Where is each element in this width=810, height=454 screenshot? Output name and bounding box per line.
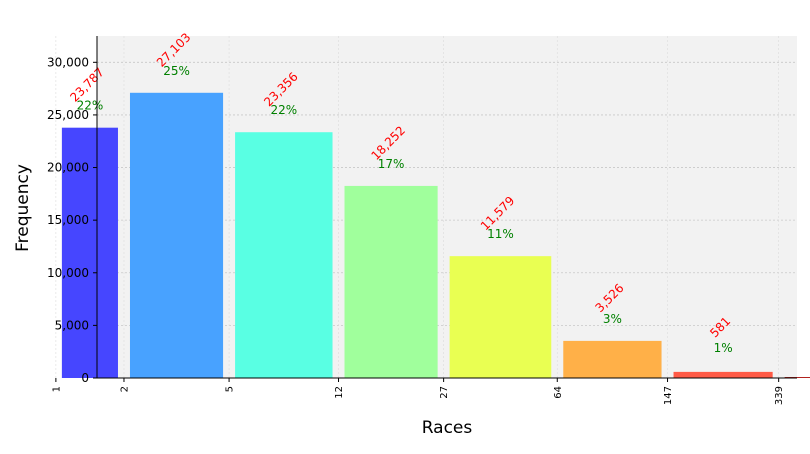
bar [673, 371, 773, 378]
x-tick-label: 5 [225, 386, 236, 392]
x-tick-label: 147 [663, 386, 674, 405]
bar [129, 92, 224, 379]
bar [235, 132, 333, 378]
bar [61, 127, 118, 379]
y-tick-label: 30,000 [47, 55, 89, 69]
x-tick-label: 12 [334, 386, 345, 399]
percent-label: 25% [163, 64, 190, 78]
bar [563, 340, 662, 378]
y-tick-label: 0 [81, 371, 89, 385]
x-tick-label: 2 [119, 386, 130, 392]
bar [784, 377, 810, 378]
bar [449, 256, 552, 378]
percent-label: 17% [378, 157, 405, 171]
percent-label: 1% [714, 341, 733, 355]
y-tick-label: 20,000 [47, 161, 89, 175]
percent-label: 22% [270, 103, 297, 117]
y-axis-title: Frequency [13, 164, 33, 252]
y-tick-label: 15,000 [47, 213, 89, 227]
x-tick-label: 1 [51, 386, 62, 392]
y-tick-label: 5,000 [55, 318, 89, 332]
percent-label: 3% [603, 312, 622, 326]
y-tick-label: 25,000 [47, 108, 89, 122]
x-tick-label: 64 [553, 386, 564, 399]
bar [344, 185, 438, 378]
x-axis-title: Races [422, 418, 473, 438]
x-tick-label: 339 [774, 386, 785, 405]
x-tick-label: 27 [439, 386, 450, 399]
y-tick-label: 10,000 [47, 266, 89, 280]
percent-label: 11% [487, 227, 514, 241]
axes [96, 36, 797, 379]
bars [61, 92, 810, 379]
